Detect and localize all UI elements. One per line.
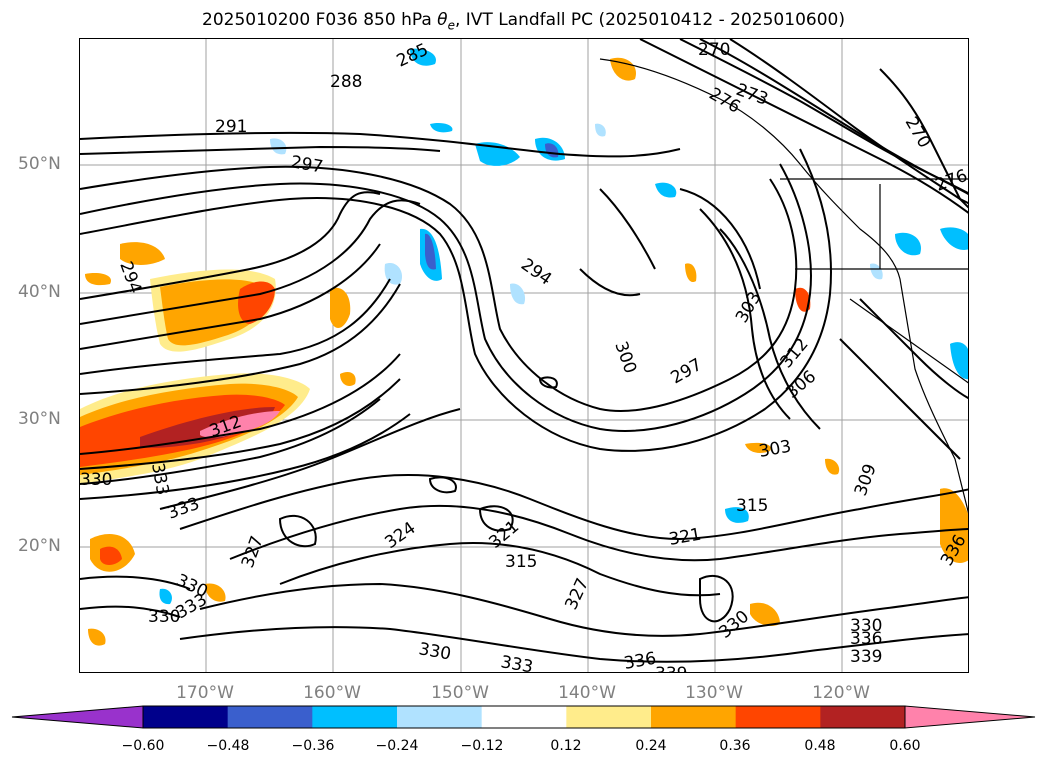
ivt-positive-shading <box>80 57 968 646</box>
lat-label-30n: 30°N <box>18 409 61 429</box>
lon-label-140w: 140°W <box>558 683 616 703</box>
contour-label-333c: 333 <box>499 652 534 673</box>
contour-label-270: 270 <box>698 40 730 60</box>
contour-label-285: 285 <box>394 40 432 72</box>
lat-label-40n: 40°N <box>18 282 61 302</box>
contour-label-315b: 315 <box>505 552 537 572</box>
contour-label-327: 327 <box>238 533 268 570</box>
map-title: 2025010200 F036 850 hPa θe, IVT Landfall… <box>202 10 845 33</box>
colorbar-tick: 0.48 <box>804 738 836 754</box>
colorbar-segment <box>820 706 906 728</box>
contour-label-270b: 270 <box>901 114 935 152</box>
colorbar-segment <box>651 706 737 728</box>
contour-label-288: 288 <box>330 72 362 92</box>
contour-label-339b: 339 <box>655 664 687 673</box>
contour-label-330d: 330 <box>715 607 753 643</box>
contour-label-303: 303 <box>732 288 766 326</box>
contour-label-297: 297 <box>289 152 324 177</box>
contour-label-336: 336 <box>622 649 657 673</box>
contour-label-312b: 312 <box>777 334 813 372</box>
map-panel: 270 273 276 276 270 288 285 291 297 294 … <box>79 38 969 673</box>
map-canvas: 270 273 276 276 270 288 285 291 297 294 … <box>80 39 968 673</box>
contour-label-315: 315 <box>736 496 768 516</box>
colorbar-tick: 0.60 <box>889 738 921 754</box>
lat-label-20n: 20°N <box>18 536 61 556</box>
contour-label-330c: 330 <box>417 639 452 664</box>
lon-label-160w: 160°W <box>303 683 361 703</box>
colorbar-segment <box>566 706 652 728</box>
colorbar-segment <box>143 706 229 728</box>
colorbar <box>11 705 1036 729</box>
colorbar-extend-low <box>11 705 144 729</box>
colorbar-tick: −0.60 <box>121 738 165 754</box>
contour-label-339: 339 <box>850 647 882 667</box>
contour-label-333: 333 <box>165 494 202 524</box>
colorbar-extend-high <box>904 705 1036 729</box>
contour-label-294: 294 <box>517 255 555 290</box>
colorbar-tick: 0.24 <box>635 738 667 754</box>
colorbar-tick: 0.36 <box>719 738 751 754</box>
contour-label-321: 321 <box>667 525 702 550</box>
colorbar-segments <box>11 705 1036 729</box>
theta-e-contours <box>80 39 968 663</box>
contour-label-336b: 336 <box>850 629 882 649</box>
colorbar-tick: −0.48 <box>206 738 250 754</box>
colorbar-segment <box>397 706 483 728</box>
lon-label-170w: 170°W <box>176 683 234 703</box>
contour-label-333b: 333 <box>147 461 172 496</box>
ivt-negative-shading <box>159 48 968 605</box>
colorbar-tick: −0.24 <box>375 738 419 754</box>
colorbar-tick: 0.12 <box>550 738 582 754</box>
colorbar-segment <box>481 706 567 728</box>
contour-label-291: 291 <box>215 117 247 137</box>
colorbar-tick: −0.36 <box>291 738 335 754</box>
contour-label-303b: 303 <box>757 437 792 462</box>
lat-label-50n: 50°N <box>18 154 61 174</box>
colorbar-tick: −0.12 <box>460 738 504 754</box>
colorbar-segment <box>227 706 313 728</box>
lon-label-150w: 150°W <box>431 683 489 703</box>
coastlines <box>599 58 968 514</box>
contour-label-330: 330 <box>80 470 112 490</box>
lon-label-130w: 130°W <box>685 683 743 703</box>
contour-label-306: 306 <box>782 367 820 403</box>
contour-label-300: 300 <box>610 339 640 376</box>
contour-label-309: 309 <box>851 461 881 498</box>
colorbar-segment <box>735 706 821 728</box>
contour-label-330f: 330 <box>148 607 180 627</box>
contour-label-297b: 297 <box>668 355 706 389</box>
colorbar-segment <box>312 706 398 728</box>
contour-label-330e: 330 <box>850 616 882 636</box>
lon-label-120w: 120°W <box>812 683 870 703</box>
